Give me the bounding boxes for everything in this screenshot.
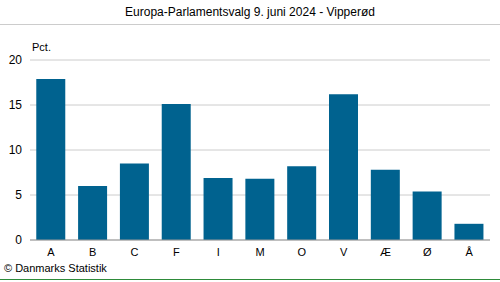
svg-text:A: A: [47, 246, 55, 258]
svg-text:O: O: [298, 246, 307, 258]
html-text:© Danmarks Statistik: © Danmarks Statistik: [4, 262, 107, 274]
svg-text:V: V: [340, 246, 348, 258]
svg-text:5: 5: [15, 188, 22, 202]
svg-text:I: I: [217, 246, 220, 258]
svg-text:0: 0: [15, 233, 22, 247]
svg-text:M: M: [255, 246, 264, 258]
html-text:Pct.: Pct.: [32, 41, 51, 53]
svg-text:15: 15: [9, 98, 23, 112]
html-text:Europa-Parlamentsvalg 9. juni: Europa-Parlamentsvalg 9. juni 2024 - Vip…: [125, 5, 375, 19]
svg-text:10: 10: [9, 143, 23, 157]
svg-text:F: F: [173, 246, 180, 258]
svg-text:20: 20: [9, 53, 23, 67]
svg-text:Æ: Æ: [380, 246, 391, 258]
svg-text:B: B: [89, 246, 96, 258]
svg-text:Ø: Ø: [423, 246, 432, 258]
svg-text:Å: Å: [465, 246, 473, 258]
svg-text:C: C: [131, 246, 139, 258]
